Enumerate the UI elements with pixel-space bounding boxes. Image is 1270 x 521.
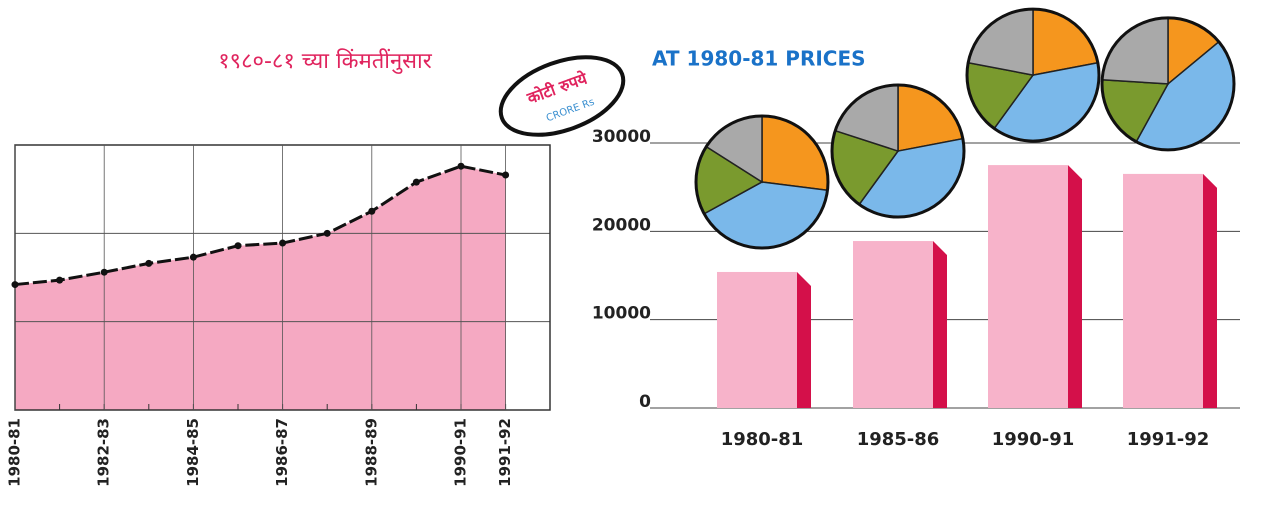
x-tick-label: 1988-89 — [362, 418, 380, 487]
point — [11, 281, 19, 289]
stamp: कोटी रुपये CRORE Rs — [498, 55, 626, 137]
x-tick-label: 1980-81 — [721, 429, 804, 450]
pie-slice — [761, 115, 829, 192]
x-tick-label: 1985-86 — [857, 429, 940, 450]
point — [145, 259, 153, 267]
y-tick-label: 30000 — [592, 127, 651, 147]
line — [14, 164, 506, 287]
stamp-outline — [498, 55, 626, 137]
bar — [1123, 173, 1203, 408]
point — [368, 207, 376, 215]
pie-outline — [965, 7, 1101, 143]
bar — [853, 241, 933, 408]
area — [15, 166, 506, 410]
chart-title: १९८०-८१ च्या किंमतींनुसार — [218, 48, 433, 74]
point — [279, 239, 287, 247]
y-tick-label: 0 — [639, 392, 651, 412]
x-tick-label: 1990-91 — [452, 418, 470, 487]
bar-side — [797, 271, 811, 408]
x-tick-label: 1990-91 — [992, 429, 1075, 450]
chart-title: AT 1980-81 PRICES — [652, 47, 866, 71]
pie-outline — [1100, 16, 1236, 152]
x-tick-label: 1991-92 — [496, 418, 514, 487]
point — [56, 276, 64, 284]
point — [234, 242, 242, 250]
point — [502, 171, 510, 179]
y-tick-label: 10000 — [592, 304, 651, 324]
x-tick-label: 1982-83 — [95, 418, 113, 487]
x-tick-label: 1986-87 — [273, 418, 291, 487]
x-tick-label: 1984-85 — [184, 418, 202, 487]
point — [323, 229, 331, 237]
x-tick-label: 1991-92 — [1127, 429, 1210, 450]
point — [189, 253, 197, 261]
bar-side — [933, 241, 947, 408]
bar-side — [1203, 173, 1217, 408]
bar — [717, 271, 797, 408]
point — [100, 268, 108, 276]
y-tick-label: 20000 — [592, 215, 651, 235]
x-tick-label: 1980-81 — [6, 418, 24, 487]
bar — [988, 165, 1068, 408]
bar-side — [1068, 165, 1082, 408]
pie-outline — [694, 114, 830, 250]
point — [457, 162, 465, 170]
point — [412, 178, 420, 186]
pie-outline — [830, 83, 966, 219]
